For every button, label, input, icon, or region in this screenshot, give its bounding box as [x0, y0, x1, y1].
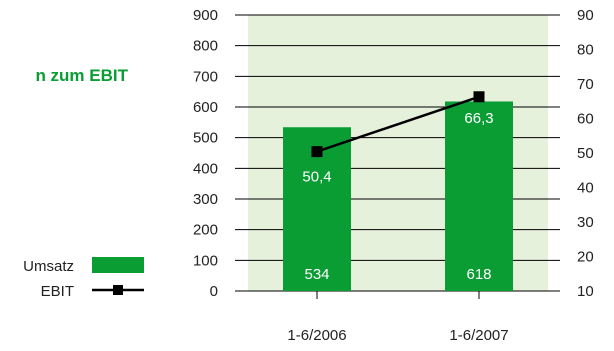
x-axis-categories: 1-6/2006 1-6/2007 — [287, 291, 509, 344]
ebit-value-label: 50,4 — [302, 169, 331, 186]
bar-value-label: 534 — [304, 266, 329, 283]
left-tick-label: 500 — [193, 130, 218, 147]
right-tick-label: 90 — [577, 7, 594, 24]
left-tick-label: 200 — [193, 222, 218, 239]
chart-title: n zum EBIT — [35, 66, 128, 85]
right-tick-label: 10 — [577, 283, 594, 300]
bar-umsatz — [445, 101, 513, 291]
line-series-ebit: 50,4 66,3 — [302, 91, 494, 186]
right-tick-label: 80 — [577, 42, 594, 59]
legend: Umsatz EBIT — [23, 257, 144, 300]
bar-value-label: 618 — [466, 266, 491, 283]
right-tick-label: 60 — [577, 111, 594, 128]
ebit-point — [311, 146, 323, 158]
bar-series-umsatz: 534 618 — [283, 101, 513, 292]
right-tick-label: 40 — [577, 180, 594, 197]
right-tick-label: 70 — [577, 76, 594, 93]
ebit-line — [316, 95, 480, 153]
ebit-value-label: 66,3 — [464, 110, 493, 127]
left-tick-label: 700 — [193, 68, 218, 85]
legend-label-ebit: EBIT — [41, 283, 74, 300]
left-tick-label: 800 — [193, 38, 218, 55]
right-tick-label: 30 — [577, 214, 594, 231]
right-tick-label: 50 — [577, 145, 594, 162]
legend-swatch-umsatz — [92, 257, 144, 273]
ebit-point — [473, 91, 485, 103]
legend-swatch-ebit-marker — [113, 285, 123, 295]
left-tick-label: 400 — [193, 160, 218, 177]
left-tick-label: 0 — [210, 283, 218, 300]
left-tick-label: 600 — [193, 99, 218, 116]
left-tick-label: 900 — [193, 7, 218, 24]
left-tick-label: 100 — [193, 252, 218, 269]
left-axis-ticks: 0 100 200 300 400 500 600 700 800 900 — [193, 7, 218, 300]
legend-label-umsatz: Umsatz — [23, 258, 74, 275]
category-label: 1-6/2007 — [449, 327, 508, 344]
right-axis-ticks: 10 20 30 40 50 60 70 80 90 — [577, 7, 594, 300]
category-label: 1-6/2006 — [287, 327, 346, 344]
right-tick-label: 20 — [577, 249, 594, 266]
left-tick-label: 300 — [193, 191, 218, 208]
